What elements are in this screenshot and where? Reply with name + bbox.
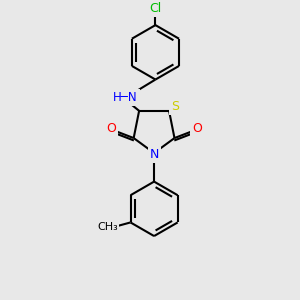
Text: S: S [171, 100, 179, 113]
Text: O: O [106, 122, 116, 135]
Text: CH₃: CH₃ [97, 221, 118, 232]
Text: H─N: H─N [113, 91, 138, 104]
Text: O: O [192, 122, 202, 135]
Text: N: N [149, 148, 159, 161]
Text: Cl: Cl [149, 2, 162, 15]
